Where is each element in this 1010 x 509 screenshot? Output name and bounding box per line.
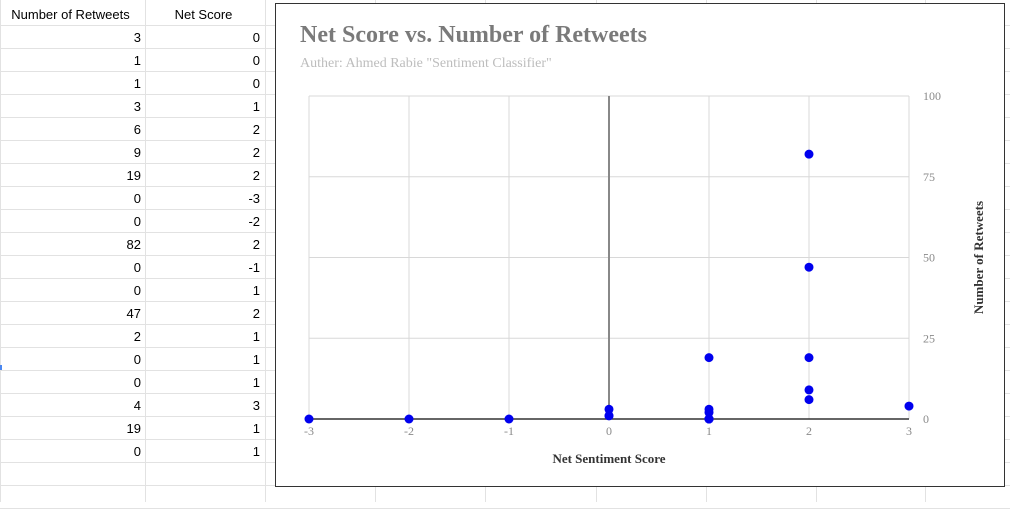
cell-net-score[interactable]: 2 — [252, 122, 260, 137]
cell-retweets[interactable]: 0 — [133, 283, 141, 298]
data-point[interactable] — [404, 414, 414, 424]
data-point[interactable] — [504, 414, 514, 424]
cell-retweets[interactable]: 1 — [133, 76, 141, 91]
grid-column-line — [0, 0, 1, 502]
cell-net-score[interactable]: 3 — [252, 398, 260, 413]
cell-retweets[interactable]: 3 — [133, 99, 141, 114]
cell-retweets[interactable]: 0 — [133, 444, 141, 459]
data-point[interactable] — [604, 404, 614, 414]
data-point[interactable] — [804, 262, 814, 272]
cell-retweets[interactable]: 1 — [133, 53, 141, 68]
cell-retweets[interactable]: 0 — [133, 375, 141, 390]
cell-net-score[interactable]: 1 — [252, 421, 260, 436]
cell-retweets[interactable]: 0 — [133, 214, 141, 229]
cell-retweets[interactable]: 19 — [126, 168, 141, 183]
data-point[interactable] — [304, 414, 314, 424]
cell-retweets[interactable]: 19 — [126, 421, 141, 436]
column-header-net-score[interactable]: Net Score — [174, 7, 233, 22]
data-point[interactable] — [804, 353, 814, 363]
cell-net-score[interactable]: 2 — [252, 145, 260, 160]
x-tick-label: 2 — [806, 424, 812, 438]
cell-retweets[interactable]: 0 — [133, 260, 141, 275]
cell-net-score[interactable]: 2 — [252, 168, 260, 183]
cell-net-score[interactable]: 0 — [252, 30, 260, 45]
cell-net-score[interactable]: -1 — [248, 260, 260, 275]
cell-retweets[interactable]: 82 — [126, 237, 141, 252]
cell-net-score[interactable]: 1 — [252, 444, 260, 459]
data-point[interactable] — [804, 395, 814, 405]
x-tick-label: -3 — [304, 424, 314, 438]
cell-retweets[interactable]: 4 — [133, 398, 141, 413]
x-tick-label: -1 — [504, 424, 514, 438]
cell-net-score[interactable]: 2 — [252, 306, 260, 321]
x-axis-title: Net Sentiment Score — [552, 451, 665, 466]
column-header-retweets[interactable]: Number of Retweets — [11, 7, 130, 22]
y-axis-title: Number of Retweets — [971, 201, 986, 314]
y-tick-label: 0 — [923, 412, 929, 426]
cell-net-score[interactable]: 2 — [252, 237, 260, 252]
cell-net-score[interactable]: 1 — [252, 99, 260, 114]
data-point[interactable] — [904, 401, 914, 411]
x-tick-label: 0 — [606, 424, 612, 438]
cell-retweets[interactable]: 2 — [133, 329, 141, 344]
x-tick-label: -2 — [404, 424, 414, 438]
cell-net-score[interactable]: 1 — [252, 283, 260, 298]
y-tick-label: 75 — [923, 170, 935, 184]
data-point[interactable] — [704, 408, 714, 418]
cell-net-score[interactable]: 0 — [252, 53, 260, 68]
cell-retweets[interactable]: 9 — [133, 145, 141, 160]
x-tick-label: 3 — [906, 424, 912, 438]
chart-subtitle: Auther: Ahmed Rabie "Sentiment Classifie… — [300, 56, 552, 71]
cell-net-score[interactable]: 1 — [252, 352, 260, 367]
row-selection-marker — [0, 365, 2, 370]
cell-net-score[interactable]: -2 — [248, 214, 260, 229]
cell-retweets[interactable]: 47 — [126, 306, 141, 321]
y-tick-label: 50 — [923, 251, 935, 265]
cell-retweets[interactable]: 3 — [133, 30, 141, 45]
cell-retweets[interactable]: 0 — [133, 191, 141, 206]
cell-net-score[interactable]: 1 — [252, 329, 260, 344]
cell-retweets[interactable]: 0 — [133, 352, 141, 367]
x-tick-label: 1 — [706, 424, 712, 438]
grid-column-line — [265, 0, 266, 502]
data-point[interactable] — [804, 385, 814, 395]
cell-net-score[interactable]: 0 — [252, 76, 260, 91]
cell-net-score[interactable]: 1 — [252, 375, 260, 390]
y-tick-label: 100 — [923, 89, 941, 103]
grid-column-line — [145, 0, 146, 502]
data-point[interactable] — [804, 149, 814, 159]
cell-retweets[interactable]: 6 — [133, 122, 141, 137]
y-tick-label: 25 — [923, 331, 935, 345]
scatter-chart[interactable]: Net Score vs. Number of Retweets Auther:… — [275, 3, 1005, 487]
cell-net-score[interactable]: -3 — [248, 191, 260, 206]
chart-title: Net Score vs. Number of Retweets — [300, 22, 648, 48]
data-point[interactable] — [604, 411, 614, 421]
data-point[interactable] — [704, 414, 714, 424]
data-point[interactable] — [704, 353, 714, 363]
